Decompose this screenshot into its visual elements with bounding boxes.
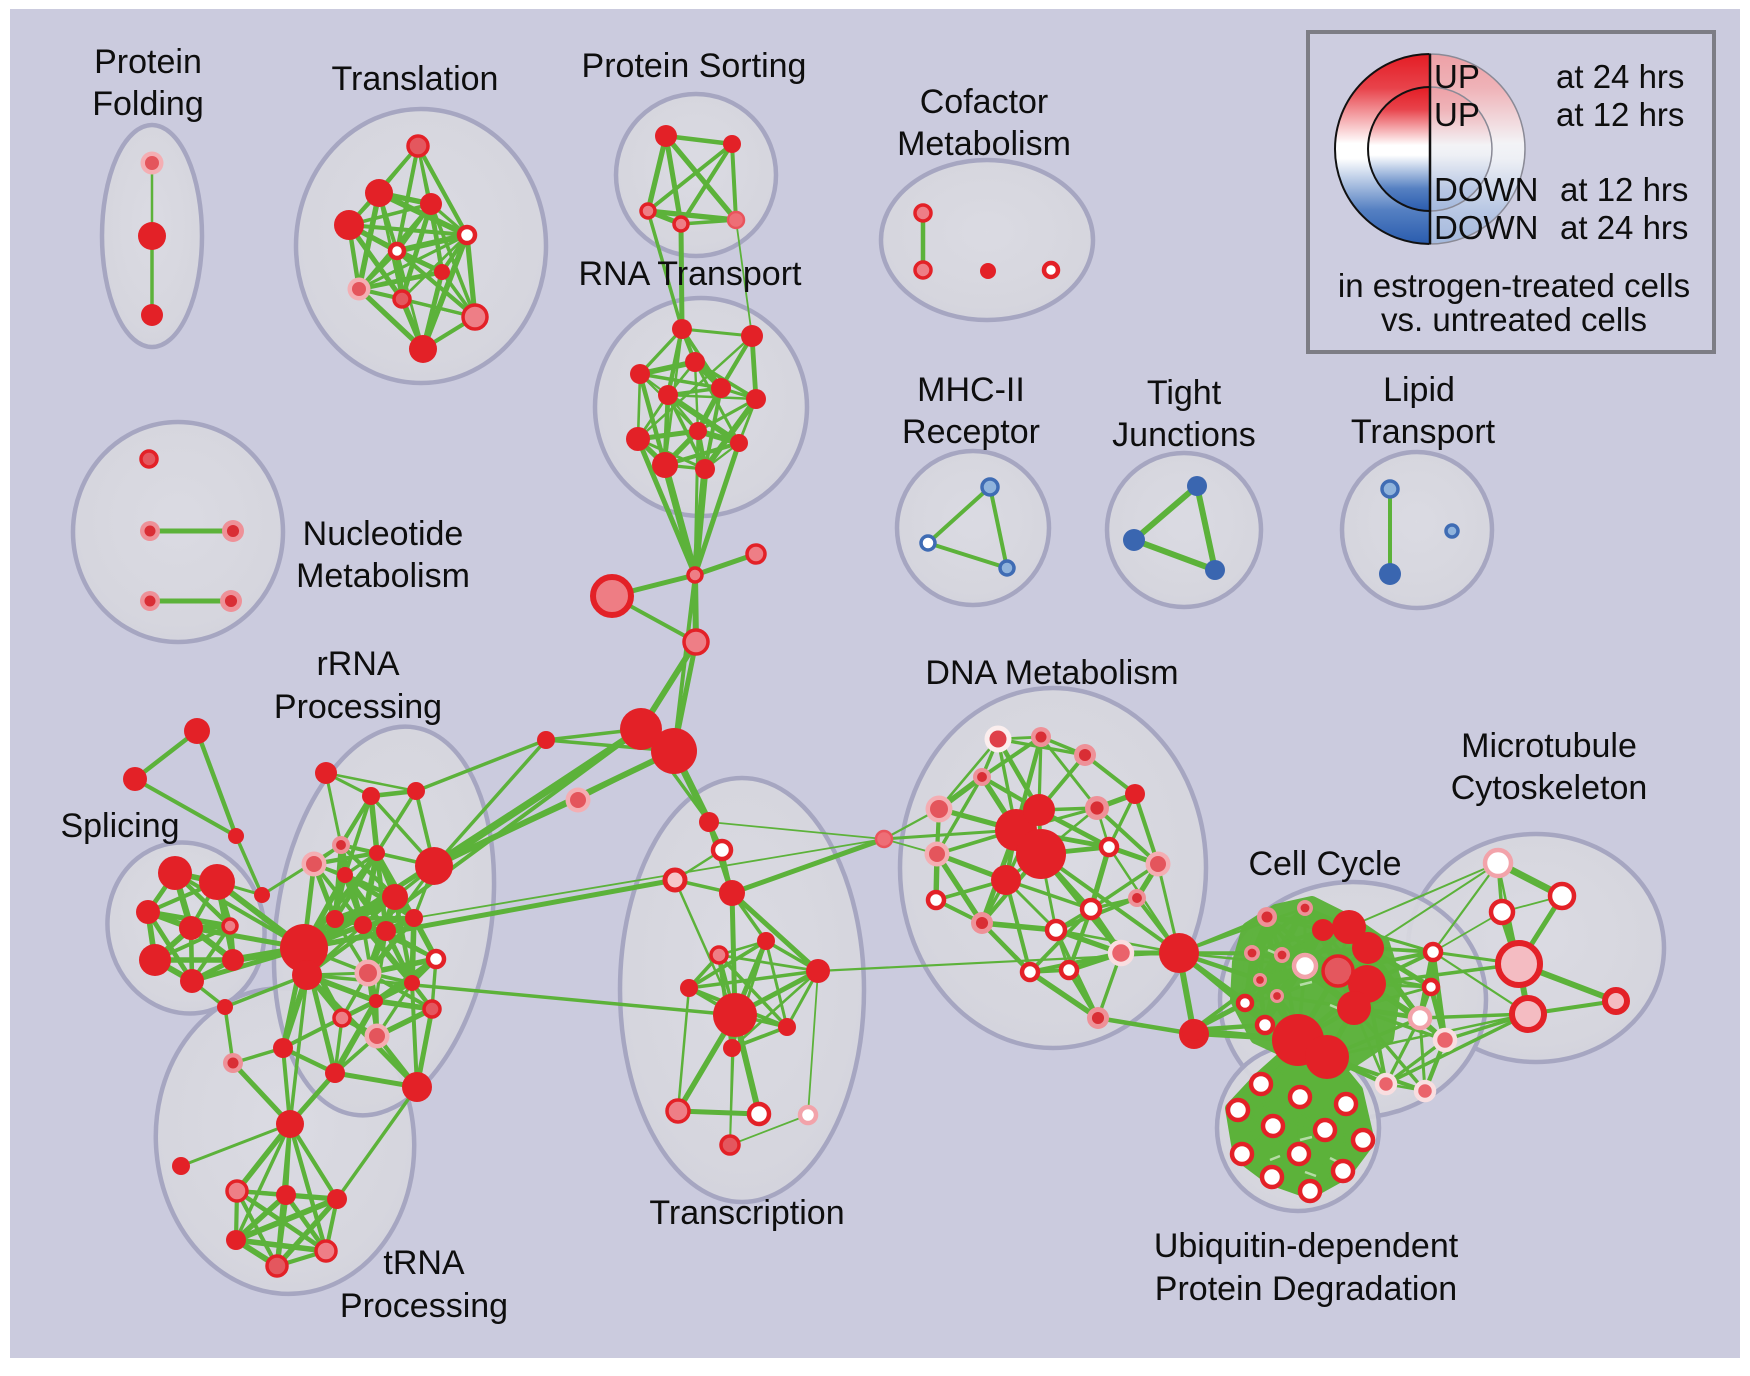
svg-text:at 12 hrs: at 12 hrs [1556,96,1684,133]
svg-text:Processing: Processing [340,1287,508,1325]
svg-text:Tight: Tight [1147,374,1222,412]
svg-text:Transcription: Transcription [649,1194,844,1232]
svg-text:Nucleotide: Nucleotide [303,515,464,553]
svg-text:Translation: Translation [332,60,499,98]
svg-text:Processing: Processing [274,688,442,726]
svg-text:DOWN: DOWN [1434,171,1538,208]
svg-text:MHC-II: MHC-II [917,371,1025,409]
svg-text:Protein: Protein [94,43,202,81]
svg-text:Cytoskeleton: Cytoskeleton [1451,769,1648,807]
svg-text:Lipid: Lipid [1383,371,1455,409]
svg-text:rRNA: rRNA [316,645,399,683]
svg-text:Junctions: Junctions [1112,416,1256,454]
svg-text:Cell Cycle: Cell Cycle [1248,845,1401,883]
svg-text:Protein Sorting: Protein Sorting [582,47,807,85]
svg-text:Microtubule: Microtubule [1461,727,1637,765]
svg-text:Folding: Folding [92,85,204,123]
svg-text:vs. untreated cells: vs. untreated cells [1381,301,1647,338]
svg-text:UP: UP [1434,96,1480,133]
svg-text:Cofactor: Cofactor [920,83,1049,121]
svg-text:Protein Degradation: Protein Degradation [1155,1270,1457,1308]
svg-text:at 24 hrs: at 24 hrs [1556,58,1684,95]
svg-text:UP: UP [1434,58,1480,95]
svg-text:Splicing: Splicing [60,807,179,845]
svg-text:DNA Metabolism: DNA Metabolism [925,654,1178,692]
svg-text:Metabolism: Metabolism [296,557,470,595]
svg-text:tRNA: tRNA [383,1244,465,1282]
svg-text:Receptor: Receptor [902,413,1040,451]
svg-text:DOWN: DOWN [1434,209,1538,246]
svg-text:in estrogen-treated cells: in estrogen-treated cells [1338,267,1690,304]
svg-text:Metabolism: Metabolism [897,125,1071,163]
svg-text:at 24 hrs: at 24 hrs [1560,209,1688,246]
svg-text:Ubiquitin-dependent: Ubiquitin-dependent [1154,1227,1459,1265]
svg-text:at 12 hrs: at 12 hrs [1560,171,1688,208]
svg-text:RNA Transport: RNA Transport [579,255,803,293]
svg-text:Transport: Transport [1351,413,1496,451]
